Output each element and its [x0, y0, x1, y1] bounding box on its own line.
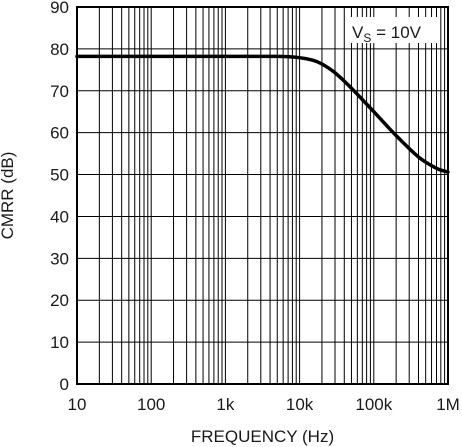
y-tick-label: 40	[50, 207, 69, 226]
x-tick-label: 100k	[355, 395, 392, 414]
y-tick-label: 20	[50, 291, 69, 310]
y-tick-labels: 0 10 20 30 40 50 60 70 80 90	[50, 0, 69, 394]
cmrr-curve	[75, 54, 450, 174]
vs-annotation: VS = 10V	[352, 23, 422, 45]
y-tick-label: 30	[50, 249, 69, 268]
annotation-rest: = 10V	[371, 23, 421, 42]
x-axis-title: FREQUENCY (Hz)	[191, 427, 334, 446]
y-tick-label: 90	[50, 0, 69, 17]
annotation-background	[348, 17, 438, 43]
grid	[77, 7, 448, 384]
y-axis-title: CMRR (dB)	[0, 152, 17, 240]
plot-frame	[76, 6, 449, 385]
x-tick-labels: 10 100 1k 10k 100k 1M	[68, 395, 460, 414]
y-tick-label: 0	[60, 375, 69, 394]
annotation-sub: S	[363, 31, 371, 45]
x-tick-label: 10	[68, 395, 87, 414]
x-tick-label: 1k	[216, 395, 234, 414]
x-tick-label: 1M	[436, 395, 460, 414]
y-tick-label: 70	[50, 82, 69, 101]
x-tick-label: 100	[137, 395, 165, 414]
y-tick-label: 10	[50, 333, 69, 352]
series-layer	[75, 54, 450, 174]
y-tick-label: 50	[50, 166, 69, 185]
y-tick-label: 60	[50, 124, 69, 143]
annotation-main: V	[352, 23, 364, 42]
y-tick-label: 80	[50, 40, 69, 59]
x-tick-label: 10k	[286, 395, 314, 414]
